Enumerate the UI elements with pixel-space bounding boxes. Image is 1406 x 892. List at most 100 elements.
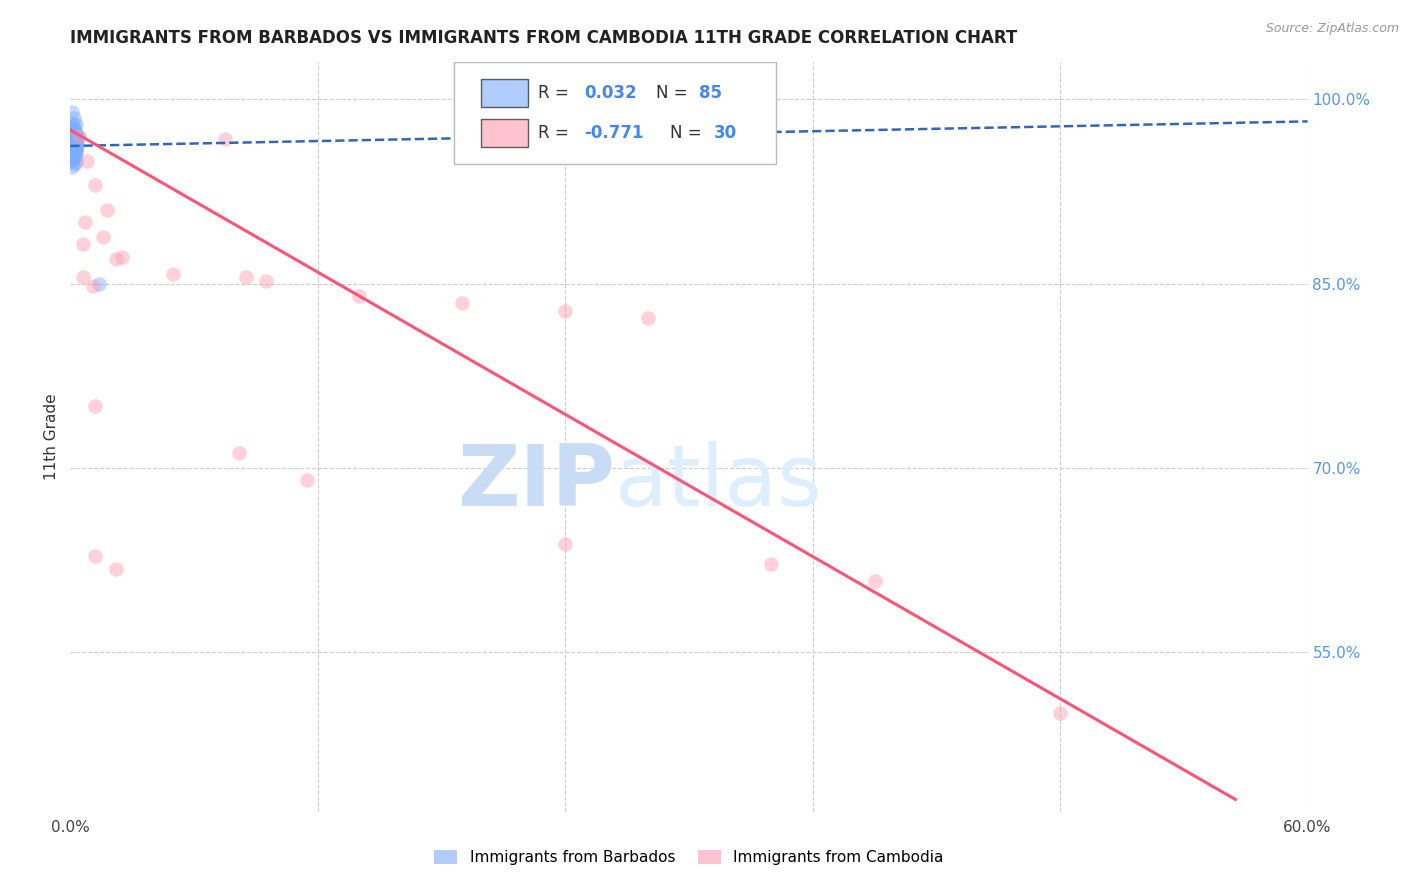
FancyBboxPatch shape [454,62,776,163]
Point [63,150,86,164]
Point [65,155,87,169]
Point [84,400,107,414]
Point [72,270,94,285]
Point [60,141,83,155]
Text: N =: N = [655,84,692,102]
Point [63,123,86,137]
Point [63,131,86,145]
Text: atlas: atlas [614,441,823,524]
Point [73,215,96,229]
Point [863,574,886,588]
Point [65,137,87,152]
Point [1049,706,1071,721]
Text: R =: R = [538,124,574,142]
Point [63,144,86,158]
Point [72,237,94,252]
Point [60,137,83,152]
Point [60,129,83,144]
Point [60,127,83,141]
Point [63,131,86,145]
Point [63,151,86,165]
Point [63,136,86,151]
Point [60,160,83,174]
Point [63,143,86,157]
Point [60,104,83,119]
Point [62,134,84,148]
Point [111,250,134,264]
Point [104,252,127,266]
Point [65,143,87,157]
Point [65,134,87,148]
Point [84,178,107,193]
Point [63,130,86,145]
Point [63,128,86,142]
Point [63,129,86,144]
Point [65,124,87,138]
Point [60,131,83,145]
Text: -0.771: -0.771 [583,124,644,142]
Point [451,296,474,310]
Point [60,133,83,147]
Point [63,120,86,134]
Point [63,136,86,150]
Point [60,136,83,150]
Point [60,140,83,154]
Point [60,125,83,139]
Point [91,230,114,244]
Point [60,133,83,147]
Point [65,128,87,142]
Point [104,561,127,575]
Point [60,121,83,136]
Point [63,140,86,154]
Point [761,557,783,571]
Point [60,153,83,167]
Point [235,270,257,285]
Point [62,123,84,137]
Point [63,125,86,139]
Point [67,130,90,145]
Point [60,123,83,137]
Point [63,136,86,151]
Point [65,145,87,160]
Point [63,130,86,145]
Point [63,144,86,158]
Point [82,279,104,293]
Point [60,146,83,161]
Point [60,134,83,148]
Point [65,128,87,142]
Point [65,129,87,144]
Y-axis label: 11th Grade: 11th Grade [44,393,59,481]
Point [65,141,87,155]
Point [60,140,83,154]
Point [347,289,370,303]
Point [84,549,107,564]
Text: 30: 30 [714,124,737,142]
Point [63,123,86,137]
Point [65,136,87,150]
Point [63,157,86,171]
Point [254,274,277,288]
Point [63,133,86,147]
Point [63,144,86,158]
Point [60,117,83,131]
Point [60,130,83,145]
Point [60,145,83,160]
Point [60,134,83,148]
Point [65,136,87,151]
Point [63,143,86,157]
Point [63,147,86,161]
Point [60,125,83,139]
Text: Source: ZipAtlas.com: Source: ZipAtlas.com [1265,22,1399,36]
Point [63,111,86,125]
Point [60,141,83,155]
Point [65,143,87,157]
Point [297,473,319,487]
Point [554,537,576,551]
Point [637,310,659,325]
Point [60,153,83,168]
Point [60,147,83,161]
Point [89,277,111,291]
Point [65,117,87,131]
Legend: Immigrants from Barbados, Immigrants from Cambodia: Immigrants from Barbados, Immigrants fro… [429,844,949,871]
Text: N =: N = [671,124,707,142]
